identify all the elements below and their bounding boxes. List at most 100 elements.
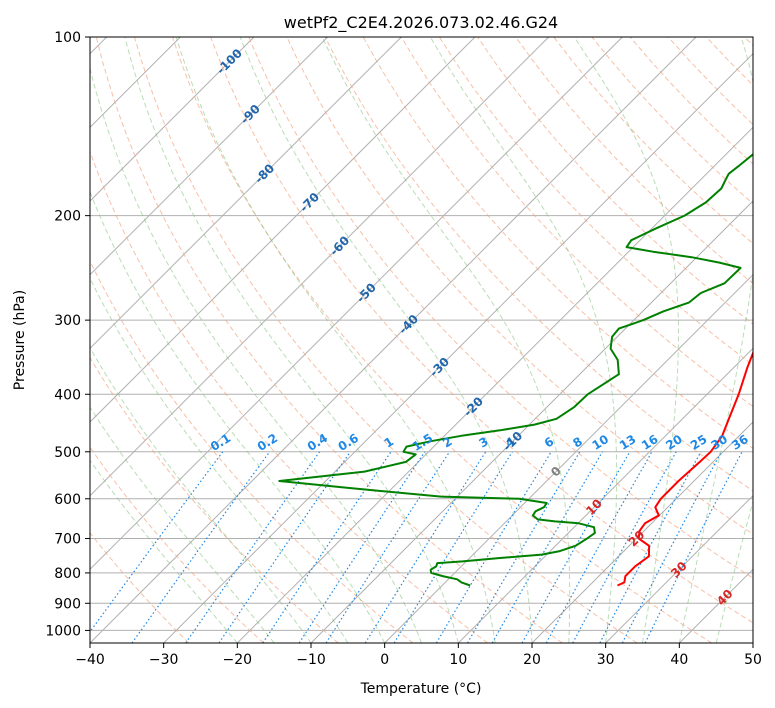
dry-adiabat xyxy=(667,37,753,126)
mixing-ratio-label: 0.4 xyxy=(305,431,330,454)
mixing-ratio-label: 3 xyxy=(476,434,491,450)
mixing-ratio-line xyxy=(90,451,224,633)
moist-adiabat xyxy=(90,277,349,643)
mixing-ratio-line xyxy=(435,451,552,643)
moist-adiabat xyxy=(321,37,571,643)
x-tick-label: 0 xyxy=(380,652,389,668)
isotherm-line xyxy=(678,568,753,643)
mixing-ratio-line xyxy=(545,451,653,643)
moist-adiabat xyxy=(678,37,753,643)
mixing-ratio-line xyxy=(364,451,487,643)
mixing-ratio-line xyxy=(521,451,631,643)
isotherm-line xyxy=(310,200,753,643)
moist-adiabat xyxy=(90,406,275,643)
isotherm-line xyxy=(457,347,753,643)
y-axis-label: Pressure (hPa) xyxy=(12,290,28,390)
isotherm-line xyxy=(163,52,753,643)
chart-title: wetPf2_C2E4.2026.073.02.46.G24 xyxy=(284,13,558,33)
mixing-ratio-label: 0.1 xyxy=(208,431,233,454)
isotherm-line xyxy=(90,37,623,571)
y-tick-label: 600 xyxy=(54,492,81,508)
dry-adiabat xyxy=(553,37,753,245)
x-tick-label: −30 xyxy=(149,652,179,668)
x-tick-label: 40 xyxy=(670,652,688,668)
mixing-ratio-line xyxy=(131,451,271,643)
dry-adiabat xyxy=(90,259,414,643)
mixing-ratio-line xyxy=(325,451,451,643)
dry-adiabat xyxy=(90,446,264,643)
background-lines xyxy=(90,37,753,643)
isotherm-line xyxy=(752,642,753,643)
y-tick-label: 100 xyxy=(54,30,81,46)
mixing-ratio-label: 36 xyxy=(729,432,751,453)
mixing-ratio-label: 1.5 xyxy=(410,431,435,454)
dewpoint-profile-line xyxy=(278,153,753,587)
moist-adiabat xyxy=(175,37,496,643)
mixing-ratio-label: 16 xyxy=(639,432,661,453)
mixing-ratio-label: 1 xyxy=(382,434,397,450)
isotherm-line xyxy=(605,494,753,643)
mixing-ratio-line xyxy=(572,451,677,643)
mixing-ratio-line xyxy=(298,451,426,643)
dry-adiabat xyxy=(400,37,753,408)
moist-adiabat xyxy=(90,66,422,643)
isotherm-line xyxy=(90,37,255,202)
dry-adiabat xyxy=(324,37,753,492)
dry-adiabat xyxy=(210,37,753,624)
x-tick-label: 50 xyxy=(744,652,762,668)
mixing-ratio-label: 0.6 xyxy=(336,431,361,454)
y-axis: 100 200 300 400 500 600 700 800 900 1000 xyxy=(45,30,90,639)
dry-adiabat xyxy=(705,37,753,86)
moist-adiabat xyxy=(90,346,312,643)
isotherm-line xyxy=(90,37,550,497)
mixing-ratio-line xyxy=(262,451,392,643)
x-tick-label: −10 xyxy=(296,652,326,668)
y-tick-label: 500 xyxy=(54,445,81,461)
moist-adiabat xyxy=(429,37,618,643)
temperature-profile-line xyxy=(617,350,753,587)
mixing-ratio-line xyxy=(644,451,743,643)
dry-adiabat xyxy=(362,37,753,450)
profile-lines xyxy=(278,153,753,587)
isotherm-line xyxy=(236,126,753,643)
y-tick-label: 900 xyxy=(54,596,81,612)
isotherm-line xyxy=(90,37,476,423)
moist-adiabat xyxy=(715,499,753,643)
dry-adiabat xyxy=(286,37,753,535)
dry-adiabat xyxy=(248,37,753,579)
x-axis: −40 −30 −20 −10 0 10 20 30 40 50 xyxy=(75,643,762,668)
isotherm-line xyxy=(90,37,329,276)
moist-adiabat xyxy=(573,37,679,643)
mixing-ratio-line xyxy=(466,451,581,643)
moist-adiabat xyxy=(90,190,386,643)
isotherm-line xyxy=(531,421,753,643)
isotherm-line xyxy=(90,37,402,350)
x-tick-label: 20 xyxy=(523,652,541,668)
mixing-ratio-label: 25 xyxy=(688,432,710,453)
y-tick-label: 300 xyxy=(54,313,81,329)
plot-frame xyxy=(89,36,754,644)
dry-adiabat xyxy=(172,37,712,643)
isotherm-line xyxy=(384,273,753,643)
moist-adiabat xyxy=(90,459,238,643)
y-tick-label: 800 xyxy=(54,566,81,582)
dry-adiabat xyxy=(90,532,190,643)
y-tick-label: 1000 xyxy=(45,623,81,639)
x-tick-label: −40 xyxy=(75,652,105,668)
mixing-ratio-label: 13 xyxy=(617,432,639,453)
mixing-ratio-line xyxy=(185,451,321,643)
mixing-ratio-label: 0.2 xyxy=(255,431,280,454)
dry-adiabat xyxy=(133,37,638,643)
dry-adiabat xyxy=(90,356,339,643)
dry-adiabat xyxy=(515,37,753,285)
dry-adiabat xyxy=(744,37,753,47)
mixing-ratio-line xyxy=(599,451,702,643)
x-tick-label: 10 xyxy=(449,652,467,668)
y-tick-label: 200 xyxy=(54,209,81,225)
dry-adiabat xyxy=(438,37,753,366)
dry-adiabat xyxy=(591,37,753,205)
y-tick-label: 700 xyxy=(54,532,81,548)
isotherm-line xyxy=(90,37,697,643)
dry-adiabat xyxy=(95,37,563,643)
